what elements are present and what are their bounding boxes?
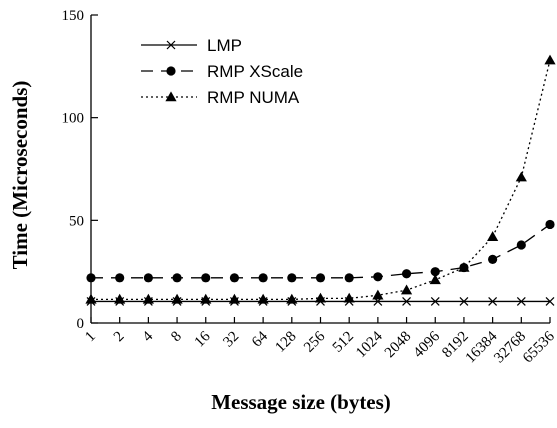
chart-legend: LMP RMP XScale RMP NUMA xyxy=(141,36,303,107)
data-point-circle-marker xyxy=(516,240,526,250)
data-point-x-marker xyxy=(402,297,411,306)
data-point-circle-marker xyxy=(488,254,498,264)
y-tick-label: 150 xyxy=(62,8,85,24)
x-tick-label: 1 xyxy=(82,329,99,346)
data-point-circle-marker xyxy=(545,219,555,230)
x-tick-label: 16384 xyxy=(463,328,501,366)
y-tick-label: 0 xyxy=(77,316,85,332)
data-point-triangle-marker xyxy=(487,231,499,241)
x-tick-label: 1024 xyxy=(353,328,386,361)
x-tick-label: 16 xyxy=(192,328,214,350)
data-point-triangle-marker xyxy=(458,261,470,272)
x-tick-label: 512 xyxy=(330,329,357,356)
legend-label: RMP NUMA xyxy=(207,88,300,107)
x-tick-label: 32 xyxy=(220,329,242,351)
x-tick-label: 256 xyxy=(301,328,329,356)
x-tick-label: 4096 xyxy=(411,328,444,361)
data-point-circle-marker xyxy=(172,273,182,283)
data-point-circle-marker xyxy=(430,267,440,277)
y-tick-label: 50 xyxy=(69,213,84,229)
data-point-triangle-marker xyxy=(165,91,177,102)
data-point-circle-marker xyxy=(344,273,354,283)
x-tick-label: 32768 xyxy=(491,329,529,367)
data-point-triangle-marker xyxy=(372,289,384,300)
y-axis-title: Time (Microseconds) xyxy=(8,81,32,270)
data-point-triangle-marker xyxy=(544,54,556,65)
data-point-triangle-marker xyxy=(85,293,97,304)
data-point-circle-marker xyxy=(373,272,383,282)
data-point-triangle-marker xyxy=(343,292,355,303)
series-line xyxy=(91,60,551,301)
data-point-circle-marker xyxy=(287,273,297,283)
x-tick-label: 2 xyxy=(111,329,128,346)
legend-item: RMP XScale xyxy=(141,62,303,81)
data-point-x-marker xyxy=(430,297,440,306)
data-point-triangle-marker xyxy=(314,292,327,303)
x-axis-title: Message size (bytes) xyxy=(211,390,391,414)
x-tick-label: 65536 xyxy=(520,328,557,366)
data-point-triangle-marker xyxy=(114,293,126,304)
data-point-x-marker xyxy=(166,40,176,50)
x-tick-label: 8 xyxy=(168,329,185,346)
x-tick-label: 2048 xyxy=(382,329,415,362)
legend-label: RMP XScale xyxy=(207,62,303,81)
data-point-circle-marker xyxy=(258,273,268,283)
legend-label: LMP xyxy=(207,36,242,55)
data-point-triangle-marker xyxy=(142,293,154,304)
data-point-x-marker xyxy=(459,297,469,306)
data-point-x-marker xyxy=(545,297,555,306)
x-tick-label: 4 xyxy=(140,328,157,345)
data-point-circle-marker xyxy=(143,273,153,283)
x-tick-label: 128 xyxy=(272,329,299,356)
data-point-triangle-marker xyxy=(515,171,527,182)
y-axis-ticks: 0 50 100 150 xyxy=(62,8,98,332)
legend-item: RMP NUMA xyxy=(141,88,300,107)
data-point-circle-marker xyxy=(315,273,326,283)
data-point-circle-marker xyxy=(201,273,211,283)
data-point-circle-marker xyxy=(86,273,96,283)
data-point-x-marker xyxy=(516,297,526,306)
data-point-triangle-marker xyxy=(200,293,212,304)
data-point-triangle-marker xyxy=(257,293,269,304)
x-tick-label: 64 xyxy=(249,328,271,350)
data-point-triangle-marker xyxy=(400,284,413,295)
x-axis-ticks: 1 2 4 8 16 32 64 128 256 512102420484096819216384… xyxy=(82,317,557,366)
legend-item: LMP xyxy=(141,36,242,55)
data-point-triangle-marker xyxy=(228,293,241,304)
data-point-triangle-marker xyxy=(171,293,183,304)
data-point-circle-marker xyxy=(115,273,125,283)
series-layer xyxy=(85,54,556,306)
data-point-circle-marker xyxy=(229,273,240,283)
data-point-triangle-marker xyxy=(286,293,298,304)
series-line xyxy=(91,223,551,279)
data-point-x-marker xyxy=(488,297,498,306)
series-rmp-xscale xyxy=(86,219,555,283)
y-tick-label: 100 xyxy=(62,111,85,127)
series-rmp-numa xyxy=(85,54,556,304)
data-point-triangle-marker xyxy=(429,274,441,285)
data-point-circle-marker xyxy=(401,269,412,279)
data-point-circle-marker xyxy=(166,66,176,76)
